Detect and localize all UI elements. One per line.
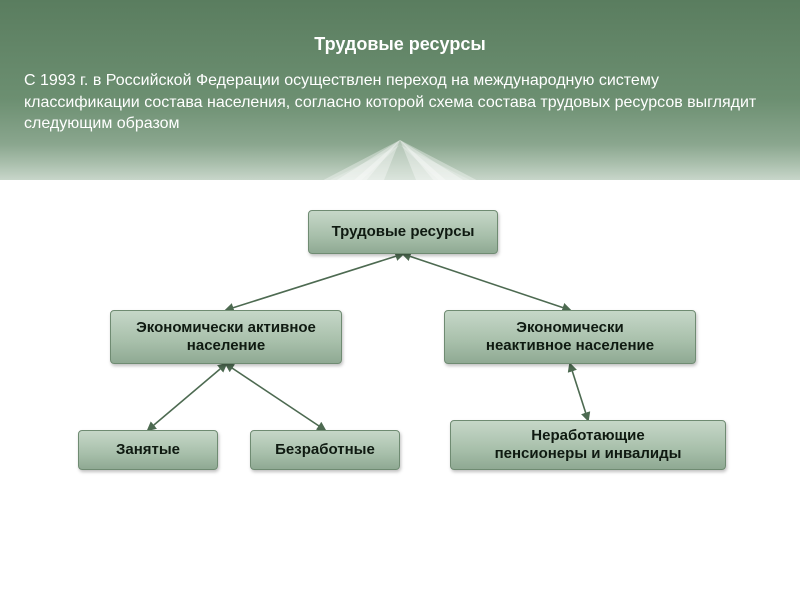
slide-intro: С 1993 г. в Российской Федерации осущест… (24, 70, 776, 135)
slide-title: Трудовые ресурсы (0, 34, 800, 55)
diagram-node-pension: Неработающиепенсионеры и инвалиды (450, 420, 726, 470)
diagram-node-active: Экономически активноенаселение (110, 310, 342, 364)
diagram-node-inactive: Экономическинеактивное население (444, 310, 696, 364)
diagram-node-employed: Занятые (78, 430, 218, 470)
diagram-node-unemp: Безработные (250, 430, 400, 470)
diagram-node-root: Трудовые ресурсы (308, 210, 498, 254)
slide: Трудовые ресурсы С 1993 г. в Российской … (0, 0, 800, 600)
